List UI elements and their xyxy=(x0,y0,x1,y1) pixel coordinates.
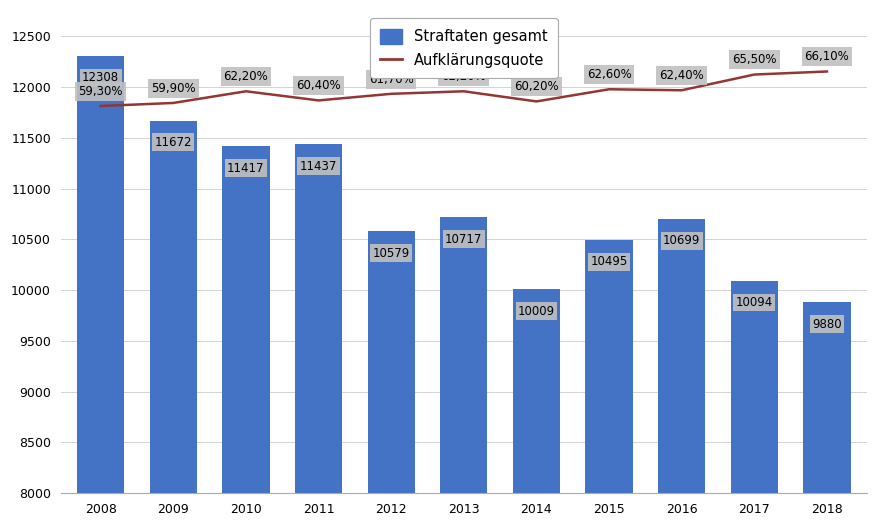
Bar xyxy=(512,289,560,527)
Bar xyxy=(222,147,269,527)
Text: 9880: 9880 xyxy=(811,318,841,330)
Text: 10009: 10009 xyxy=(517,305,554,317)
Text: 10495: 10495 xyxy=(589,255,627,268)
Text: 60,20%: 60,20% xyxy=(514,80,558,93)
Bar xyxy=(77,56,125,527)
Text: 61,70%: 61,70% xyxy=(368,73,413,86)
Text: 10717: 10717 xyxy=(445,232,482,246)
Text: 10579: 10579 xyxy=(372,247,410,260)
Bar xyxy=(295,144,342,527)
Text: 59,90%: 59,90% xyxy=(151,82,196,95)
Text: 65,50%: 65,50% xyxy=(731,53,775,66)
Text: 62,20%: 62,20% xyxy=(224,70,268,83)
Bar xyxy=(585,240,632,527)
Bar xyxy=(730,281,777,527)
Bar xyxy=(802,302,850,527)
Text: 10699: 10699 xyxy=(662,235,700,248)
Bar xyxy=(439,218,487,527)
Text: 66,10%: 66,10% xyxy=(803,51,848,63)
Text: 62,40%: 62,40% xyxy=(659,69,703,82)
Text: 11672: 11672 xyxy=(154,136,192,149)
Bar xyxy=(149,121,196,527)
Text: 12308: 12308 xyxy=(82,71,119,84)
Text: 11437: 11437 xyxy=(300,160,337,172)
Bar xyxy=(658,219,704,527)
Text: 10094: 10094 xyxy=(735,296,772,309)
Legend: Straftaten gesamt, Aufklärungsquote: Straftaten gesamt, Aufklärungsquote xyxy=(369,18,557,79)
Bar xyxy=(367,231,414,527)
Text: 62,60%: 62,60% xyxy=(586,68,631,81)
Text: 60,40%: 60,40% xyxy=(296,79,340,92)
Text: 62,20%: 62,20% xyxy=(441,70,486,83)
Text: 59,30%: 59,30% xyxy=(78,85,123,98)
Text: 11417: 11417 xyxy=(227,162,264,174)
